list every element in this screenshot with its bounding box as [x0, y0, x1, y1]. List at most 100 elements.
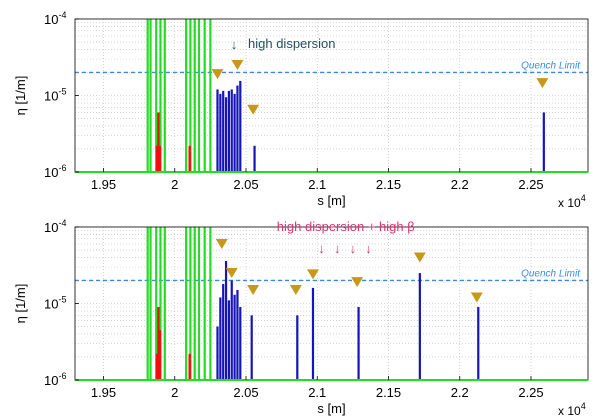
bar-series-1-2	[158, 145, 161, 172]
x-tick-label: 2.1	[308, 177, 326, 192]
marker-triangle-7	[470, 292, 483, 303]
x-tick-label: 2.2	[451, 385, 469, 400]
bar-series-0-7	[193, 227, 196, 380]
y-axis-label: η [1/m]	[13, 76, 28, 116]
bar-series-2-8	[239, 307, 242, 380]
x-multiplier: x 104	[558, 401, 586, 418]
plot-area	[75, 227, 588, 380]
bar-series-2-13	[418, 273, 421, 380]
annotation-arrow: ↓	[350, 241, 357, 256]
x-tick-label: 1.95	[91, 177, 116, 192]
bar-series-0-4	[163, 227, 166, 380]
marker-triangle-3	[289, 285, 302, 296]
y-axis-label: η [1/m]	[13, 284, 28, 324]
bar-series-0-0	[146, 227, 149, 380]
bar-series-2-4	[227, 300, 230, 380]
marker-triangle-1	[225, 268, 238, 279]
bar-series-0-2	[155, 19, 158, 172]
x-tick-label: 2.25	[518, 385, 543, 400]
x-tick-label: 2.25	[518, 177, 543, 192]
bar-series-2-0	[216, 89, 219, 172]
annotation-arrow: ↓	[318, 241, 325, 256]
bar-series-2-4	[227, 90, 230, 172]
bar-series-0-4	[163, 19, 166, 172]
bar-series-2-11	[311, 287, 315, 380]
annotation-arrow: ↓	[365, 241, 372, 256]
bar-series-0-1	[149, 19, 152, 172]
bar-series-0-5	[185, 19, 188, 172]
y-tick-label: 10-5	[44, 87, 66, 104]
bar-series-2-1	[219, 93, 222, 172]
x-tick-label: 2.05	[233, 385, 258, 400]
marker-triangle-0	[215, 238, 228, 249]
bar-series-0-10	[209, 227, 212, 380]
bar-series-0-9	[203, 19, 206, 172]
bar-series-1-3	[188, 145, 191, 172]
x-axis-label: s [m]	[317, 193, 345, 208]
bar-series-1-0	[155, 145, 159, 172]
bar-series-1-3	[188, 353, 191, 380]
marker-triangle-2	[247, 285, 260, 296]
x-tick-label: 2.2	[451, 177, 469, 192]
bar-series-2-2	[222, 283, 225, 380]
bar-series-2-7	[236, 85, 239, 172]
bar-series-0-8	[197, 19, 201, 172]
y-tick-label: 10-6	[44, 163, 66, 180]
bar-series-2-3	[224, 97, 228, 172]
bar-series-0-9	[203, 227, 206, 380]
panel-bottom: Quench Limit 1.95 2 2.05 2.1 2.15 2.2 2.25 s [m]…	[13, 219, 589, 416]
y-tick-label: 10-6	[44, 371, 66, 388]
y-tick-label: 10-4	[44, 218, 66, 235]
bar-series-2-5	[230, 89, 233, 172]
x-tick-label: 2.05	[233, 177, 258, 192]
x-tick-label: 2.15	[376, 385, 401, 400]
bar-series-2-2	[222, 90, 225, 172]
bar-series-2-8	[239, 80, 242, 172]
annotation-text: high dispersion	[248, 36, 335, 51]
x-multiplier: x 104	[558, 193, 586, 210]
annotation-arrow: ↓	[334, 241, 341, 256]
x-tick-label: 2.15	[376, 177, 401, 192]
bar-series-2-10	[296, 315, 299, 380]
bar-series-0-3	[159, 19, 162, 172]
y-tick-label: 10-4	[44, 10, 66, 27]
marker-triangle-1	[231, 60, 244, 71]
bar-series-2-10	[542, 112, 545, 172]
bar-series-1-0	[155, 353, 159, 380]
bar-series-0-10	[209, 19, 212, 172]
bar-series-2-12	[357, 307, 360, 380]
bar-series-0-1	[149, 227, 152, 380]
marker-triangle-0	[211, 69, 224, 80]
bar-series-2-6	[233, 294, 236, 380]
bar-series-0-3	[159, 227, 162, 380]
bar-series-2-1	[219, 297, 222, 380]
marker-triangle-4	[306, 269, 319, 280]
annotation-text: high dispersion + high β	[277, 219, 415, 234]
x-axis-label: s [m]	[317, 401, 345, 416]
bar-series-2-14	[477, 307, 480, 380]
panel-top: Quench Limit 1.95 2 2.05 2.1 2.15 2.2 2.25 s [m]…	[13, 18, 589, 208]
quench-limit-label: Quench Limit	[521, 60, 581, 71]
bar-series-0-0	[146, 19, 149, 172]
x-tick-label: 2	[171, 385, 178, 400]
x-tick-label: 2	[171, 177, 178, 192]
marker-triangle-6	[413, 252, 426, 263]
y-tick-label: 10-5	[44, 295, 66, 312]
bar-series-2-6	[233, 93, 236, 172]
bar-series-0-7	[193, 19, 196, 172]
bar-series-0-8	[197, 227, 201, 380]
marker-triangle-3	[536, 78, 549, 89]
quench-limit-label: Quench Limit	[521, 268, 581, 279]
bar-series-2-0	[216, 326, 219, 380]
bar-series-0-6	[189, 19, 192, 172]
bar-series-0-5	[185, 227, 188, 380]
bar-series-1-2	[158, 330, 161, 380]
x-tick-label: 1.95	[91, 385, 116, 400]
x-tick-label: 2.1	[308, 385, 326, 400]
bar-series-1-1	[157, 112, 160, 172]
annotation-arrow: ↓	[231, 37, 238, 52]
bar-series-2-7	[236, 290, 239, 380]
bar-series-2-5	[230, 280, 233, 380]
bar-series-2-3	[224, 260, 228, 380]
